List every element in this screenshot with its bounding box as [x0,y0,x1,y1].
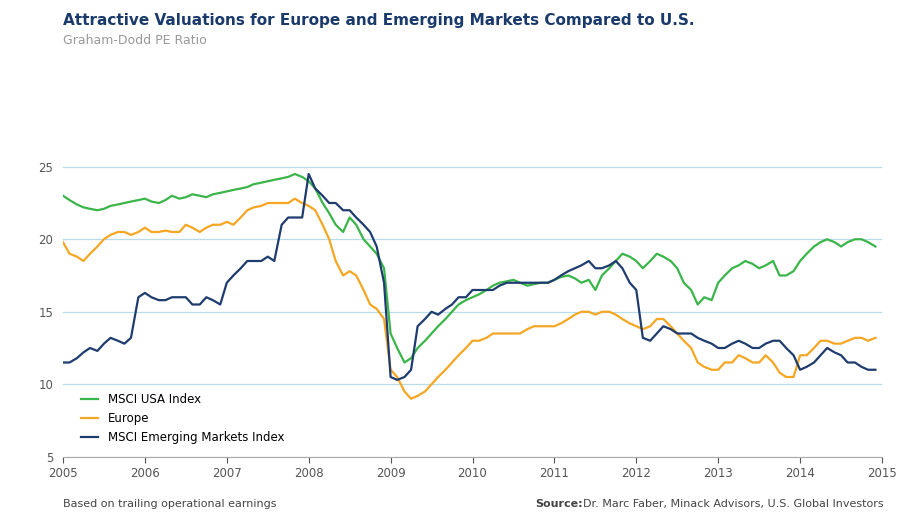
Europe [276,200,287,206]
Text: Based on trailing operational earnings: Based on trailing operational earnings [63,499,276,509]
Europe [522,326,533,332]
Europe [58,239,68,245]
MSCI Emerging Markets Index [228,272,238,279]
Europe [228,222,238,228]
Europe [870,335,881,341]
Line: Europe: Europe [63,198,876,399]
MSCI Emerging Markets Index [392,377,402,383]
MSCI USA Index [58,193,68,199]
MSCI USA Index [290,171,301,177]
Europe [290,195,301,202]
Line: MSCI Emerging Markets Index: MSCI Emerging Markets Index [63,174,876,380]
MSCI Emerging Markets Index [303,171,314,177]
Europe [713,366,724,373]
MSCI Emerging Markets Index [870,366,881,373]
MSCI Emerging Markets Index [58,359,68,365]
MSCI Emerging Markets Index [631,287,642,293]
MSCI USA Index [713,280,724,286]
MSCI Emerging Markets Index [276,222,287,228]
Line: MSCI USA Index: MSCI USA Index [63,174,876,362]
MSCI USA Index [631,258,642,264]
MSCI USA Index [399,359,410,365]
Text: Attractive Valuations for Europe and Emerging Markets Compared to U.S.: Attractive Valuations for Europe and Eme… [63,13,695,28]
MSCI USA Index [856,236,867,243]
Text: Dr. Marc Faber, Minack Advisors, U.S. Global Investors: Dr. Marc Faber, Minack Advisors, U.S. Gl… [583,499,884,509]
MSCI USA Index [228,187,238,193]
Europe [631,323,642,329]
Text: Source:: Source: [536,499,583,509]
Europe [856,335,867,341]
MSCI Emerging Markets Index [713,345,724,351]
Legend: MSCI USA Index, Europe, MSCI Emerging Markets Index: MSCI USA Index, Europe, MSCI Emerging Ma… [77,390,288,448]
MSCI Emerging Markets Index [522,280,533,286]
MSCI USA Index [522,282,533,289]
MSCI USA Index [870,244,881,250]
Text: Graham-Dodd PE Ratio: Graham-Dodd PE Ratio [63,34,207,47]
Europe [406,396,417,402]
MSCI Emerging Markets Index [856,364,867,370]
MSCI USA Index [276,175,287,182]
